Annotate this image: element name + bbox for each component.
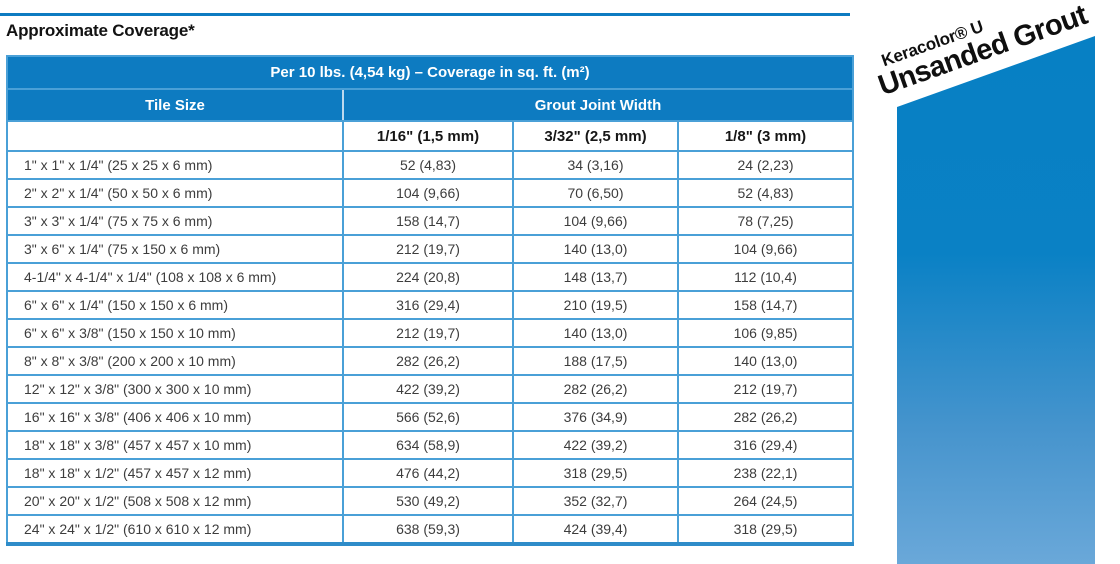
table-row: 3" x 3" x 1/4" (75 x 75 x 6 mm) 158 (14,… bbox=[6, 206, 855, 236]
coverage-cell: 424 (39,4) bbox=[512, 514, 679, 546]
table-row: 4-1/4" x 4-1/4" x 1/4" (108 x 108 x 6 mm… bbox=[6, 262, 855, 292]
coverage-cell: 352 (32,7) bbox=[512, 486, 679, 516]
brand-side-panel bbox=[897, 36, 1095, 564]
table-row: 3" x 6" x 1/4" (75 x 150 x 6 mm) 212 (19… bbox=[6, 234, 855, 264]
tile-size-cell: 18" x 18" x 3/8" (457 x 457 x 10 mm) bbox=[6, 430, 344, 460]
joint-size-header-row: 1/16" (1,5 mm) 3/32" (2,5 mm) 1/8" (3 mm… bbox=[6, 120, 855, 152]
coverage-cell: 112 (10,4) bbox=[676, 262, 855, 292]
coverage-cell: 158 (14,7) bbox=[342, 206, 514, 236]
joint-col-1-8: 1/8" (3 mm) bbox=[676, 120, 855, 152]
banner-header: Per 10 lbs. (4,54 kg) – Coverage in sq. … bbox=[5, 55, 855, 90]
tile-size-cell: 8" x 8" x 3/8" (200 x 200 x 10 mm) bbox=[6, 346, 344, 376]
group-header-row: Tile Size Grout Joint Width bbox=[6, 88, 855, 122]
top-divider-rule bbox=[0, 13, 850, 16]
coverage-cell: 52 (4,83) bbox=[676, 178, 855, 208]
tile-size-cell: 3" x 6" x 1/4" (75 x 150 x 6 mm) bbox=[6, 234, 344, 264]
coverage-cell: 78 (7,25) bbox=[676, 206, 855, 236]
coverage-cell: 316 (29,4) bbox=[342, 290, 514, 320]
grout-joint-width-header: Grout Joint Width bbox=[341, 88, 855, 122]
tile-size-cell: 18" x 18" x 1/2" (457 x 457 x 12 mm) bbox=[6, 458, 344, 488]
coverage-cell: 34 (3,16) bbox=[512, 150, 679, 180]
coverage-cell: 188 (17,5) bbox=[512, 346, 679, 376]
table-row: 20" x 20" x 1/2" (508 x 508 x 12 mm) 530… bbox=[6, 486, 855, 516]
tile-size-cell: 24" x 24" x 1/2" (610 x 610 x 12 mm) bbox=[6, 514, 344, 546]
page-title: Approximate Coverage* bbox=[6, 21, 195, 40]
coverage-cell: 140 (13,0) bbox=[512, 234, 679, 264]
table-row: 6" x 6" x 3/8" (150 x 150 x 10 mm) 212 (… bbox=[6, 318, 855, 348]
coverage-cell: 210 (19,5) bbox=[512, 290, 679, 320]
coverage-cell: 140 (13,0) bbox=[512, 318, 679, 348]
table-row: 24" x 24" x 1/2" (610 x 610 x 12 mm) 638… bbox=[6, 514, 855, 546]
coverage-cell: 212 (19,7) bbox=[342, 318, 514, 348]
coverage-cell: 104 (9,66) bbox=[512, 206, 679, 236]
table-row: 18" x 18" x 3/8" (457 x 457 x 10 mm) 634… bbox=[6, 430, 855, 460]
table-row: 16" x 16" x 3/8" (406 x 406 x 10 mm) 566… bbox=[6, 402, 855, 432]
tile-size-cell: 6" x 6" x 1/4" (150 x 150 x 6 mm) bbox=[6, 290, 344, 320]
coverage-cell: 106 (9,85) bbox=[676, 318, 855, 348]
tile-size-cell: 3" x 3" x 1/4" (75 x 75 x 6 mm) bbox=[6, 206, 344, 236]
tile-size-cell: 2" x 2" x 1/4" (50 x 50 x 6 mm) bbox=[6, 178, 344, 208]
table-row: 6" x 6" x 1/4" (150 x 150 x 6 mm) 316 (2… bbox=[6, 290, 855, 320]
tile-size-cell: 4-1/4" x 4-1/4" x 1/4" (108 x 108 x 6 mm… bbox=[6, 262, 344, 292]
tile-size-cell: 12" x 12" x 3/8" (300 x 300 x 10 mm) bbox=[6, 374, 344, 404]
coverage-cell: 24 (2,23) bbox=[676, 150, 855, 180]
coverage-cell: 566 (52,6) bbox=[342, 402, 514, 432]
table-row: 18" x 18" x 1/2" (457 x 457 x 12 mm) 476… bbox=[6, 458, 855, 488]
coverage-cell: 140 (13,0) bbox=[676, 346, 855, 376]
tile-size-cell: 1" x 1" x 1/4" (25 x 25 x 6 mm) bbox=[6, 150, 344, 180]
table-row: 8" x 8" x 3/8" (200 x 200 x 10 mm) 282 (… bbox=[6, 346, 855, 376]
coverage-cell: 634 (58,9) bbox=[342, 430, 514, 460]
empty-corner-cell bbox=[6, 120, 344, 152]
coverage-cell: 70 (6,50) bbox=[512, 178, 679, 208]
coverage-table: Per 10 lbs. (4,54 kg) – Coverage in sq. … bbox=[5, 55, 855, 546]
table-row: 1" x 1" x 1/4" (25 x 25 x 6 mm) 52 (4,83… bbox=[6, 150, 855, 180]
coverage-cell: 282 (26,2) bbox=[512, 374, 679, 404]
coverage-cell: 318 (29,5) bbox=[676, 514, 855, 546]
coverage-cell: 148 (13,7) bbox=[512, 262, 679, 292]
coverage-cell: 158 (14,7) bbox=[676, 290, 855, 320]
coverage-cell: 316 (29,4) bbox=[676, 430, 855, 460]
coverage-cell: 264 (24,5) bbox=[676, 486, 855, 516]
tile-size-header: Tile Size bbox=[6, 88, 344, 122]
coverage-cell: 318 (29,5) bbox=[512, 458, 679, 488]
coverage-cell: 282 (26,2) bbox=[342, 346, 514, 376]
joint-col-1-16: 1/16" (1,5 mm) bbox=[342, 120, 514, 152]
coverage-cell: 238 (22,1) bbox=[676, 458, 855, 488]
coverage-cell: 224 (20,8) bbox=[342, 262, 514, 292]
tile-size-cell: 6" x 6" x 3/8" (150 x 150 x 10 mm) bbox=[6, 318, 344, 348]
coverage-cell: 422 (39,2) bbox=[342, 374, 514, 404]
tile-size-cell: 16" x 16" x 3/8" (406 x 406 x 10 mm) bbox=[6, 402, 344, 432]
coverage-cell: 422 (39,2) bbox=[512, 430, 679, 460]
joint-col-3-32: 3/32" (2,5 mm) bbox=[512, 120, 679, 152]
coverage-cell: 104 (9,66) bbox=[342, 178, 514, 208]
coverage-cell: 212 (19,7) bbox=[342, 234, 514, 264]
coverage-cell: 104 (9,66) bbox=[676, 234, 855, 264]
coverage-cell: 52 (4,83) bbox=[342, 150, 514, 180]
coverage-cell: 530 (49,2) bbox=[342, 486, 514, 516]
coverage-cell: 476 (44,2) bbox=[342, 458, 514, 488]
coverage-table-body: 1" x 1" x 1/4" (25 x 25 x 6 mm) 52 (4,83… bbox=[6, 150, 855, 546]
coverage-cell: 376 (34,9) bbox=[512, 402, 679, 432]
coverage-cell: 212 (19,7) bbox=[676, 374, 855, 404]
coverage-cell: 282 (26,2) bbox=[676, 402, 855, 432]
tile-size-cell: 20" x 20" x 1/2" (508 x 508 x 12 mm) bbox=[6, 486, 344, 516]
table-row: 12" x 12" x 3/8" (300 x 300 x 10 mm) 422… bbox=[6, 374, 855, 404]
coverage-cell: 638 (59,3) bbox=[342, 514, 514, 546]
banner-row: Per 10 lbs. (4,54 kg) – Coverage in sq. … bbox=[5, 55, 855, 90]
table-row: 2" x 2" x 1/4" (50 x 50 x 6 mm) 104 (9,6… bbox=[6, 178, 855, 208]
